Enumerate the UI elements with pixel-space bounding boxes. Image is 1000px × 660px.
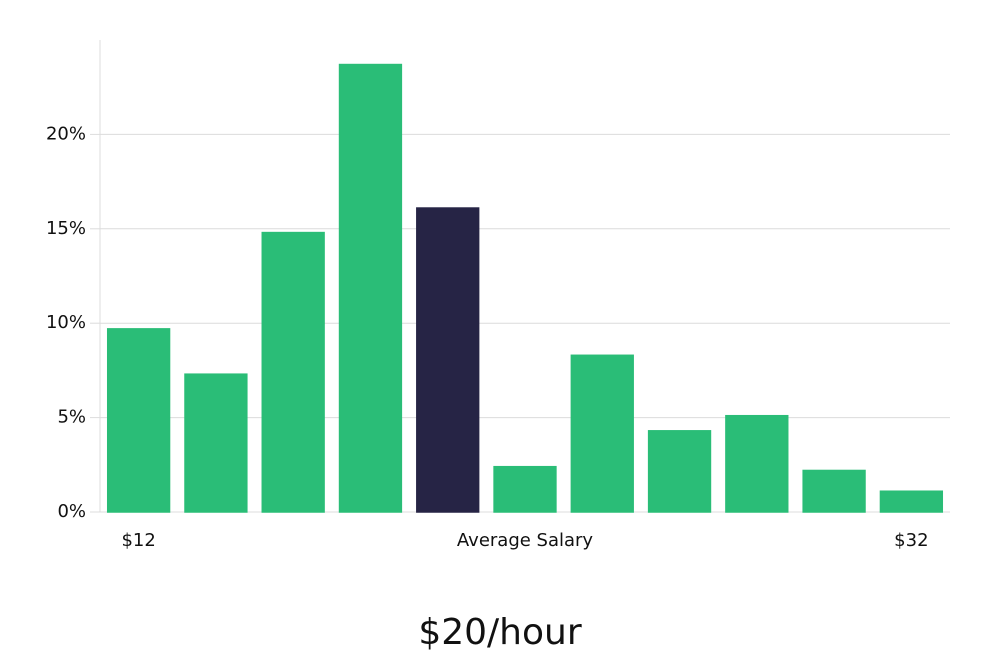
x-tick-label: $12: [121, 530, 155, 551]
chart-subtitle: $20/hour: [418, 612, 582, 653]
bar: [802, 469, 866, 513]
y-tick-label: 20%: [46, 123, 86, 144]
bar: [106, 328, 171, 513]
y-tick-label: 15%: [46, 218, 86, 239]
bar: [647, 430, 712, 513]
y-tick-label: 5%: [57, 407, 86, 428]
bar: [184, 373, 248, 513]
bar: [493, 465, 557, 513]
bar: [570, 354, 634, 513]
y-tick-label: 0%: [57, 501, 86, 522]
y-tick-label: 10%: [46, 312, 86, 333]
bar: [261, 231, 325, 513]
bar: [416, 207, 480, 513]
bar: [725, 414, 789, 513]
bar: [879, 490, 944, 513]
bar: [338, 63, 403, 513]
x-tick-label: Average Salary: [457, 530, 594, 551]
x-tick-label: $32: [894, 530, 928, 551]
